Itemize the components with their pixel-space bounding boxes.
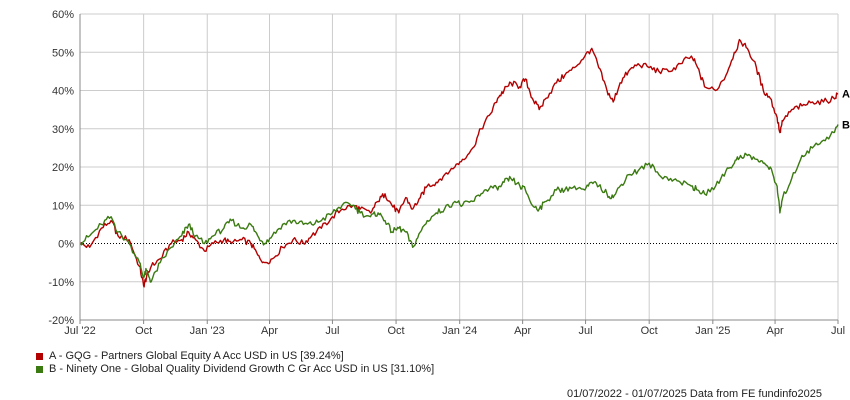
- x-tick-label: Apr: [261, 325, 278, 337]
- series-end-labels: AB: [842, 88, 850, 131]
- legend-label-a: A - GQG - Partners Global Equity A Acc U…: [49, 350, 344, 362]
- x-tick-label: Jul: [579, 325, 593, 337]
- legend: A - GQG - Partners Global Equity A Acc U…: [36, 350, 434, 376]
- y-tick-label: 10%: [52, 200, 74, 212]
- grid-lines: [79, 13, 839, 321]
- x-tick-label: Jul: [325, 325, 339, 337]
- series-line-b: [79, 124, 839, 283]
- x-tick-label: Jan '24: [442, 325, 477, 337]
- plot-frame: [79, 14, 838, 321]
- y-tick-label: 60%: [52, 9, 74, 21]
- y-tick-label: 20%: [52, 162, 74, 174]
- x-tick-label: Oct: [641, 325, 658, 337]
- legend-swatch-b: [36, 366, 43, 373]
- x-axis-ticks: Jul '22 Oct Jan '23 Apr Jul Oct Jan '24 Apr Jul O…: [64, 320, 845, 337]
- x-tick-label: Oct: [135, 325, 152, 337]
- legend-item-b: B - Ninety One - Global Quality Dividend…: [36, 363, 434, 376]
- end-label-a: A: [842, 88, 850, 100]
- legend-item-a: A - GQG - Partners Global Equity A Acc U…: [36, 350, 434, 363]
- y-axis-ticks: 60% 50% 40% 30% 20% 10% 0% -10% -20%: [48, 9, 74, 327]
- footer-source: 01/07/2022 - 01/07/2025 Data from FE fun…: [566, 388, 822, 400]
- y-tick-label: 0%: [58, 239, 74, 251]
- y-tick-label: 30%: [52, 124, 74, 136]
- y-tick-label: 40%: [52, 86, 74, 98]
- x-tick-label: Oct: [388, 325, 405, 337]
- series-lines: [79, 38, 839, 288]
- y-tick-label: -20%: [48, 315, 74, 327]
- x-tick-label: Apr: [514, 325, 531, 337]
- legend-swatch-a: [36, 353, 43, 360]
- x-tick-label: Jan '25: [695, 325, 730, 337]
- x-tick-label: Jan '23: [190, 325, 225, 337]
- x-tick-label: Jul: [831, 325, 845, 337]
- end-label-b: B: [842, 120, 850, 132]
- y-tick-label: -10%: [48, 277, 74, 289]
- x-tick-label: Apr: [767, 325, 784, 337]
- legend-label-b: B - Ninety One - Global Quality Dividend…: [49, 363, 435, 375]
- y-tick-label: 50%: [52, 47, 74, 59]
- x-tick-label: Jul '22: [64, 325, 95, 337]
- series-line-a: [79, 38, 839, 288]
